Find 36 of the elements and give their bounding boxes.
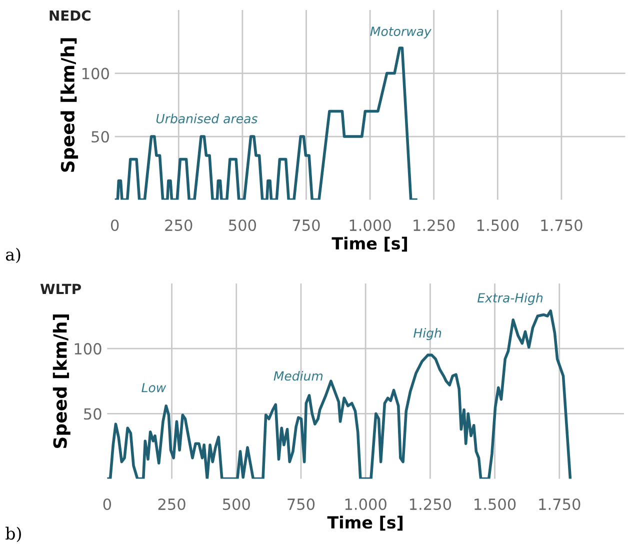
y-tick-label: 50 <box>92 130 109 143</box>
x-tick-label: 1.250 <box>410 498 452 510</box>
text: a) <box>6 248 20 264</box>
x-tick-label: 750 <box>288 498 315 510</box>
y-tick-label: 50 <box>84 408 102 420</box>
chart-title: NEDC <box>50 10 90 21</box>
x-tick-label: 250 <box>165 219 192 232</box>
annotation: High <box>414 328 442 340</box>
annotation: Extra-High <box>477 292 543 305</box>
x-tick-label: 750 <box>292 219 320 232</box>
y-axis-title: Speed [km/h] <box>52 314 70 448</box>
x-tick-label: 500 <box>229 219 256 232</box>
annotation: Urbanised areas <box>156 114 258 124</box>
x-axis-title: Time [s] <box>332 236 407 252</box>
line-series <box>107 309 572 479</box>
x-tick-label: 1.500 <box>477 219 518 232</box>
x-tick-label: 500 <box>222 498 250 510</box>
x-tick-label: 250 <box>158 498 186 510</box>
x-tick-label: 1.250 <box>414 219 455 232</box>
x-tick-label: 1.750 <box>541 219 582 232</box>
annotation: Low <box>142 383 166 392</box>
x-axis-title: Time [s] <box>327 516 402 531</box>
x-tick-label: 1.000 <box>350 219 391 232</box>
x-tick-label: 1.750 <box>539 498 580 510</box>
y-tick-label: 100 <box>74 343 102 355</box>
text: b) <box>6 526 21 542</box>
y-tick-label: 100 <box>82 68 109 80</box>
line-series <box>114 46 418 200</box>
chart-title: WLTP <box>40 284 81 294</box>
x-tick-label: 0 <box>103 498 112 510</box>
x-tick-label: 1.500 <box>474 498 516 510</box>
x-tick-label: 1.000 <box>345 498 386 510</box>
x-tick-label: 0 <box>110 219 119 232</box>
y-axis-title: Speed [km/h] <box>60 38 78 172</box>
annotation: Medium <box>274 370 323 381</box>
annotation: Motorway <box>370 26 432 38</box>
